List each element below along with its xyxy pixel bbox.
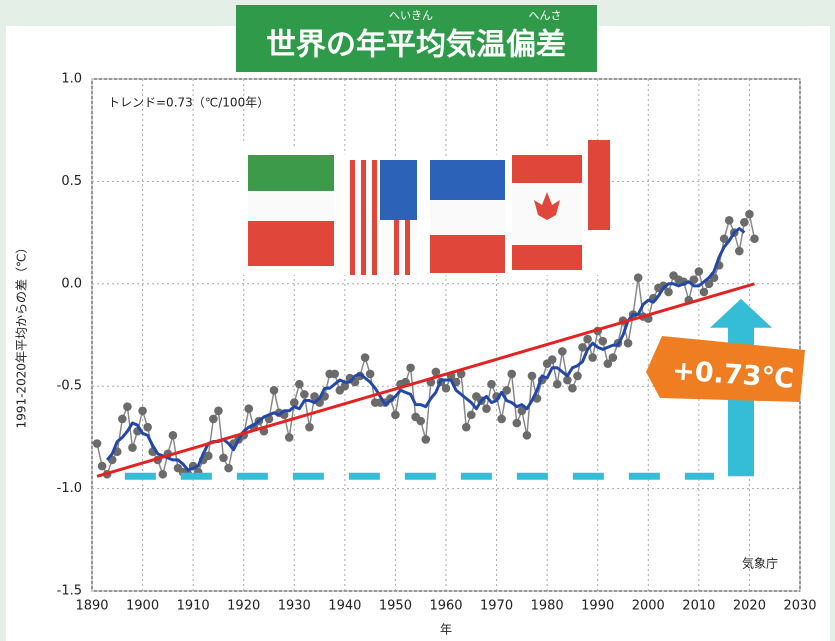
x-tick-label: 1940: [328, 599, 361, 614]
x-tick-label: 2010: [682, 599, 715, 614]
annual-point: [305, 423, 314, 432]
x-tick-label: 1970: [480, 599, 513, 614]
annual-point: [583, 335, 592, 344]
annual-point: [725, 216, 734, 225]
y-tick-label: -0.5: [57, 379, 82, 394]
annual-point: [588, 353, 597, 362]
x-tick-label: 1950: [379, 599, 412, 614]
x-tick-label: 2020: [733, 599, 766, 614]
annual-point: [745, 210, 754, 219]
source: 気象庁: [742, 556, 778, 571]
chart: 世界の年平均気温偏差 へいきん へんさ トレンド=0.73（℃/100年） 気象…: [0, 0, 835, 641]
x-tick-label: 1960: [429, 599, 462, 614]
annual-point: [548, 355, 557, 364]
title-ruby: へいきん: [389, 9, 433, 22]
annual-point: [507, 370, 516, 379]
annual-point: [391, 411, 400, 420]
y-tick-label: -1.0: [57, 481, 82, 496]
annual-point: [609, 353, 618, 362]
x-tick-label: 1910: [177, 599, 210, 614]
x-tick-label: 1990: [581, 599, 614, 614]
annual-point: [123, 402, 132, 411]
annual-point: [330, 370, 339, 379]
annual-point: [416, 417, 425, 426]
annual-point: [467, 411, 476, 420]
annual-point: [366, 370, 375, 379]
annual-point: [295, 380, 304, 389]
annual-point: [300, 390, 309, 399]
annual-point: [553, 380, 562, 389]
annual-point: [664, 288, 673, 297]
x-tick-label: 2030: [783, 599, 816, 614]
annual-point: [361, 353, 370, 362]
annual-point: [219, 454, 228, 463]
annual-point: [735, 247, 744, 256]
annual-point: [497, 415, 506, 424]
y-axis-label: 1991-2020年平均からの差（℃）: [15, 242, 29, 429]
x-tick-label: 2000: [632, 599, 665, 614]
annual-point: [224, 464, 233, 473]
y-tick-label: 1.0: [61, 72, 82, 87]
x-tick-label: 1980: [531, 599, 564, 614]
annual-point: [740, 218, 749, 227]
annual-point: [214, 406, 223, 415]
annual-point: [487, 380, 496, 389]
annual-point: [558, 347, 567, 356]
annual-point: [442, 384, 451, 393]
x-tick-label: 1890: [75, 599, 108, 614]
annual-point: [523, 431, 532, 440]
y-tick-label: 0.5: [61, 174, 82, 189]
annual-point: [568, 384, 577, 393]
annual-point: [93, 439, 102, 448]
annual-point: [482, 404, 491, 413]
annual-point: [695, 267, 704, 276]
annual-point: [169, 431, 178, 440]
x-tick-label: 1920: [227, 599, 260, 614]
page: 世界の年平均気温偏差 へいきん へんさ トレンド=0.73（℃/100年） 気象…: [0, 0, 835, 641]
annual-point: [513, 419, 522, 428]
title-ruby: へんさ: [529, 9, 562, 22]
trend-annotation: トレンド=0.73（℃/100年）: [108, 96, 269, 110]
x-tick-label: 1930: [278, 599, 311, 614]
annual-point: [159, 470, 168, 479]
annual-point: [421, 435, 430, 444]
annual-point: [598, 337, 607, 346]
chart-title: 世界の年平均気温偏差: [266, 28, 566, 63]
annual-point: [573, 372, 582, 381]
annual-point: [118, 415, 127, 424]
annual-point: [98, 462, 107, 471]
annual-point: [634, 273, 643, 282]
annual-point: [578, 343, 587, 352]
annual-point: [462, 423, 471, 432]
x-tick-label: 1900: [126, 599, 159, 614]
annual-point: [750, 234, 759, 243]
annual-point: [244, 404, 253, 413]
annual-point: [270, 386, 279, 395]
flags-illustration: [240, 140, 610, 275]
annual-point: [624, 339, 633, 348]
annual-point: [143, 423, 152, 432]
y-tick-label: 0.0: [61, 276, 82, 291]
annual-point: [700, 288, 709, 297]
x-axis-label: 年: [440, 623, 452, 637]
annual-point: [138, 406, 147, 415]
annual-point: [285, 433, 294, 442]
annual-point: [209, 415, 218, 424]
y-tick-label: -1.5: [57, 584, 82, 599]
annual-point: [528, 372, 537, 381]
annual-point: [128, 443, 137, 452]
annual-point: [406, 363, 415, 372]
panel: [6, 26, 830, 641]
